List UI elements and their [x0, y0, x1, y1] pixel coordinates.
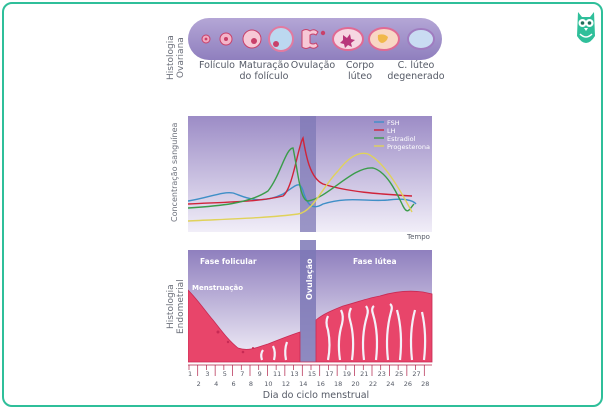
day-ticks: 1234567891011121314151617181920212223242… [188, 365, 429, 388]
follicle-icon [202, 35, 210, 43]
degenerating-corpus-luteum-icon [369, 28, 399, 50]
day-tick-label: 1 [188, 370, 192, 378]
hormone-ylabel: Concentração sanguínea [170, 123, 180, 222]
day-tick-label: 21 [360, 370, 368, 378]
stage-label-corpus-luteum: Corpo lúteo [338, 60, 382, 82]
legend-lh: LH [387, 127, 396, 135]
day-tick-label: 15 [308, 370, 316, 378]
day-tick-label: 9 [258, 370, 262, 378]
day-tick-label: 17 [325, 370, 333, 378]
day-tick-label: 28 [421, 380, 429, 388]
day-tick-label: 25 [395, 370, 403, 378]
day-tick-label: 10 [264, 380, 272, 388]
day-tick-label: 3 [205, 370, 209, 378]
corpus-luteum-icon [333, 28, 363, 50]
day-tick-label: 11 [273, 370, 281, 378]
day-tick-label: 2 [197, 380, 201, 388]
day-tick-label: 19 [343, 370, 351, 378]
hormone-chart: FSH LH Estradiol Progesterona [188, 116, 432, 232]
day-tick-label: 18 [334, 380, 342, 388]
day-tick-label: 13 [290, 370, 298, 378]
day-tick-label: 27 [412, 370, 420, 378]
legend-fsh: FSH [387, 119, 400, 127]
day-tick-label: 14 [299, 380, 307, 388]
day-tick-label: 23 [378, 370, 386, 378]
mature-follicle-icon [269, 27, 293, 51]
day-tick-label: 5 [223, 370, 227, 378]
endometrial-axis-label: Histologia Endometrial [166, 279, 186, 334]
day-tick-label: 6 [232, 380, 236, 388]
day-tick-label: 16 [317, 380, 325, 388]
ovarian-stages-strip [188, 18, 442, 60]
corpus-albicans-icon [408, 29, 434, 49]
stage-label-follicle: Folículo [195, 60, 239, 71]
day-tick-label: 26 [404, 380, 412, 388]
stage-label-degenerated: C. lúteo degenerado [384, 60, 448, 82]
phase-luteal-label: Fase lútea [353, 257, 397, 266]
follicle-2-icon [220, 33, 232, 45]
stage-label-maturation: Maturação do folículo [236, 60, 292, 82]
day-tick-label: 20 [351, 380, 359, 388]
day-tick-label: 4 [214, 380, 218, 388]
legend-progesterone: Progesterona [387, 143, 430, 151]
maturing-follicle-icon [243, 30, 261, 48]
menstruation-label: Menstruação [192, 284, 243, 292]
legend-estradiol: Estradiol [387, 135, 416, 143]
day-tick-label: 24 [386, 380, 394, 388]
phase-follicular-label: Fase folicular [200, 257, 257, 266]
ovulation-vertical-label: Ovulação [305, 258, 314, 300]
owl-logo-icon [572, 6, 600, 52]
ovulation-column [300, 240, 316, 362]
day-tick-label: 8 [249, 380, 253, 388]
day-tick-label: 22 [369, 380, 377, 388]
ovarian-axis-label: Histologia Ovariana [166, 35, 186, 80]
endometrial-xlabel: Dia do ciclo menstrual [236, 390, 396, 401]
endometrium-chart: Fase folicular Fase lútea Menstruação Ov… [188, 240, 438, 396]
stage-label-ovulation: Ovulação [290, 60, 336, 71]
day-tick-label: 7 [240, 370, 244, 378]
day-tick-label: 12 [282, 380, 290, 388]
